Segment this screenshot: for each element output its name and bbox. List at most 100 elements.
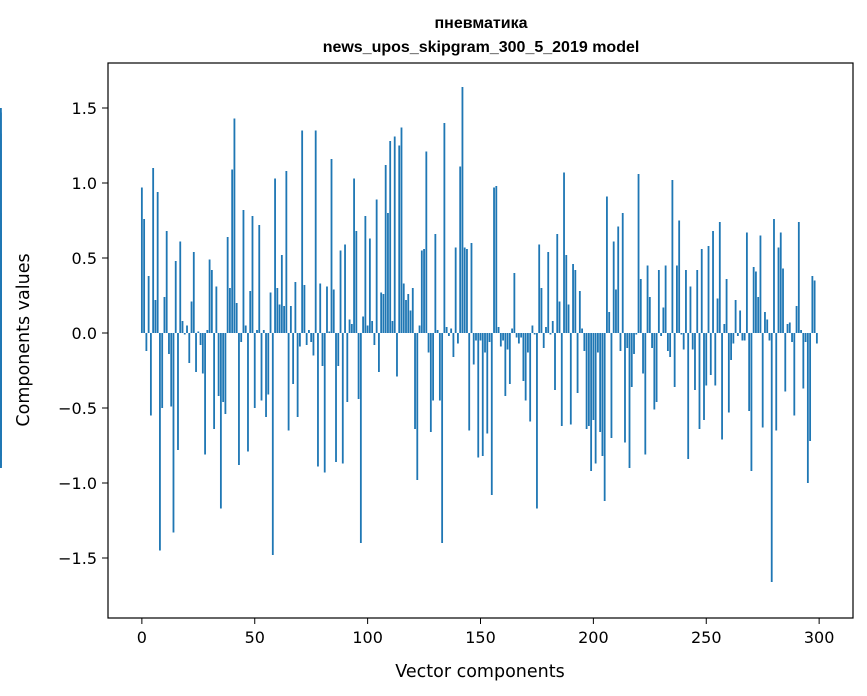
bar	[199, 333, 202, 345]
bar	[373, 333, 376, 345]
bar	[391, 321, 394, 333]
bar	[409, 310, 412, 333]
bar	[775, 333, 778, 431]
bar	[646, 265, 649, 333]
bar	[802, 333, 805, 389]
bar	[265, 333, 267, 417]
bar	[371, 321, 374, 333]
bar	[648, 297, 651, 333]
bar	[513, 273, 516, 333]
bar	[283, 306, 285, 333]
y-tick-label: −1.5	[58, 549, 97, 568]
bar	[278, 304, 281, 333]
bar	[389, 141, 392, 333]
bar	[685, 270, 687, 333]
bar	[815, 333, 818, 344]
bar	[520, 333, 523, 338]
y-tick-label: −0.5	[58, 399, 97, 418]
bar	[725, 279, 728, 333]
bar	[556, 234, 559, 333]
bar	[242, 210, 245, 333]
bar	[477, 333, 480, 458]
bar	[689, 286, 692, 333]
bar	[244, 325, 247, 333]
bar	[183, 333, 186, 335]
bar	[427, 333, 430, 353]
bar	[517, 333, 520, 344]
bar	[759, 235, 762, 333]
bar	[495, 186, 498, 333]
bar	[712, 231, 714, 333]
bar	[197, 331, 200, 333]
bar	[709, 333, 712, 375]
bar	[305, 333, 308, 345]
bar	[235, 303, 238, 333]
bar	[274, 178, 276, 333]
bar	[251, 216, 254, 333]
bar	[599, 333, 602, 432]
bar	[806, 333, 809, 483]
bar	[188, 333, 191, 363]
bar	[457, 333, 459, 344]
bar	[0, 286, 2, 333]
bar	[676, 265, 678, 333]
bar	[666, 333, 669, 351]
bar	[328, 331, 331, 333]
bar	[310, 333, 313, 342]
bar	[350, 324, 353, 333]
bar	[445, 327, 448, 333]
bar	[317, 333, 319, 467]
chart-title: пневматика	[435, 15, 528, 32]
bar	[280, 255, 283, 333]
bar	[610, 333, 613, 438]
bar	[353, 178, 355, 333]
bar	[669, 333, 672, 357]
bar	[558, 301, 561, 333]
bar	[140, 187, 143, 333]
bar	[655, 333, 658, 402]
bar	[163, 297, 166, 333]
bar	[657, 270, 660, 333]
bar	[238, 333, 240, 465]
bar	[545, 327, 547, 333]
bar	[405, 300, 407, 333]
bar	[617, 226, 620, 333]
x-tick-label: 0	[137, 628, 147, 647]
bar	[434, 234, 437, 333]
bar	[578, 291, 581, 333]
bar	[660, 333, 663, 336]
x-tick-label: 100	[352, 628, 383, 647]
bar	[466, 249, 468, 333]
bar	[606, 196, 608, 333]
bar	[567, 304, 570, 333]
bar	[475, 333, 477, 341]
x-axis: 0 50 100 150 200 250 300	[137, 618, 834, 647]
bar	[768, 333, 771, 341]
bar	[533, 333, 536, 335]
bar	[323, 333, 326, 473]
bar	[432, 333, 434, 401]
bar	[585, 333, 588, 429]
bar	[147, 276, 150, 333]
bar	[355, 231, 358, 333]
bar	[703, 333, 705, 420]
bar	[213, 333, 216, 429]
bar	[508, 333, 511, 384]
bar	[547, 252, 550, 333]
bar	[788, 322, 791, 333]
bar	[732, 333, 735, 344]
bar	[743, 333, 746, 341]
bar	[294, 282, 297, 333]
bar	[454, 247, 457, 333]
bar	[554, 333, 556, 390]
bar	[156, 192, 159, 333]
bar	[145, 333, 148, 351]
bar	[811, 276, 814, 333]
bar	[630, 333, 633, 387]
bar	[292, 333, 295, 384]
bar	[563, 172, 565, 333]
bar	[626, 333, 629, 348]
bar	[714, 333, 717, 386]
bar	[694, 333, 696, 390]
bar	[260, 333, 263, 401]
